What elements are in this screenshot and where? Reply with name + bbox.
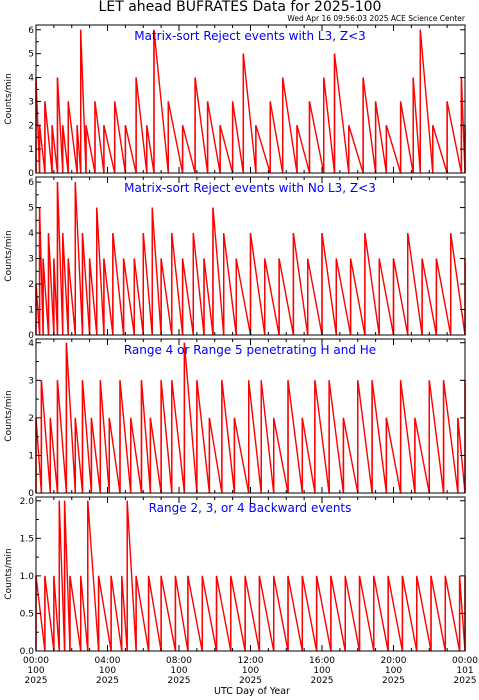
x-tick-doy: 100 bbox=[99, 666, 116, 676]
x-tick-time: 00:00 bbox=[23, 656, 49, 666]
x-tick-doy: 101 bbox=[456, 666, 473, 676]
y-axis-label: Counts/min bbox=[4, 73, 14, 124]
x-tick-time: 12:00 bbox=[238, 656, 264, 666]
x-tick-year: 2025 bbox=[382, 676, 405, 686]
timestamp: Wed Apr 16 09:56:03 2025 ACE Science Cen… bbox=[287, 14, 466, 23]
figure-title: LET ahead BUFRATES Data for 2025-100 bbox=[99, 0, 382, 15]
panel-3: 0 1 2 3 4 Counts/min Range 4 or Range 5 penetr… bbox=[4, 338, 466, 499]
y-tick-label: 1 bbox=[28, 306, 34, 316]
series-line-1 bbox=[35, 29, 466, 174]
y-tick-label: 4 bbox=[28, 74, 34, 84]
y-tick-label: 6 bbox=[28, 26, 34, 36]
y-tick-label: 3 bbox=[28, 255, 34, 265]
y-tick-label: 4 bbox=[28, 339, 34, 349]
y-tick-label: 4 bbox=[28, 229, 34, 239]
x-tick-year: 2025 bbox=[168, 676, 191, 686]
x-tick-time: 08:00 bbox=[166, 656, 192, 666]
x-tick-doy: 100 bbox=[170, 666, 187, 676]
panel-title: Range 2, 3, or 4 Backward events bbox=[149, 501, 352, 515]
y-axis-label: Counts/min bbox=[4, 230, 14, 281]
y-tick-label: 1 bbox=[28, 451, 34, 461]
y-axis-label: Counts/min bbox=[4, 390, 14, 441]
y-tick-label: 3 bbox=[28, 97, 34, 107]
y-tick-label: 1.5 bbox=[20, 534, 34, 544]
y-tick-label: 0 bbox=[28, 331, 34, 341]
y-tick-label: 2.0 bbox=[20, 497, 35, 507]
x-tick-doy: 100 bbox=[242, 666, 259, 676]
panel-frame bbox=[35, 496, 466, 652]
series-line-2 bbox=[35, 182, 466, 336]
y-axis-label: Counts/min bbox=[4, 548, 14, 599]
y-tick-label: 0 bbox=[28, 489, 34, 499]
panel-4: 0.0 0.5 1.0 1.5 2.0 Counts/min Range 2, 3, or … bbox=[4, 496, 466, 657]
y-tick-label: 1 bbox=[28, 145, 34, 155]
x-tick-doy: 100 bbox=[27, 666, 44, 676]
y-tick-label: 0.0 bbox=[20, 647, 35, 657]
x-tick-year: 2025 bbox=[454, 676, 477, 686]
y-tick-label: 1.0 bbox=[20, 572, 35, 582]
x-tick-doy: 100 bbox=[313, 666, 330, 676]
y-tick-label: 0.5 bbox=[20, 609, 34, 619]
y-tick-label: 2 bbox=[28, 280, 34, 290]
x-tick-time: 16:00 bbox=[309, 656, 335, 666]
panel-2: 0 1 2 3 4 5 6 Counts/min Matrix-sort Reject even… bbox=[4, 176, 466, 341]
x-tick-doy: 100 bbox=[385, 666, 402, 676]
y-tick-label: 6 bbox=[28, 178, 34, 188]
panel-title: Matrix-sort Reject events with No L3, Z<… bbox=[124, 181, 376, 195]
panel-title: Range 4 or Range 5 penetrating H and He bbox=[124, 343, 376, 357]
y-tick-label: 0 bbox=[28, 169, 34, 179]
x-tick-time: 00:00 bbox=[452, 656, 478, 666]
panels: 0 1 2 3 4 5 6 Counts/min Matrix-sort Reject even… bbox=[4, 24, 466, 657]
y-tick-label: 5 bbox=[28, 204, 34, 214]
x-tick-year: 2025 bbox=[96, 676, 119, 686]
panel-1: 0 1 2 3 4 5 6 Counts/min Matrix-sort Reject even… bbox=[4, 24, 466, 179]
x-tick-time: 20:00 bbox=[381, 656, 407, 666]
y-tick-label: 3 bbox=[28, 376, 34, 386]
x-axis-label: UTC Day of Year bbox=[214, 686, 290, 697]
x-axis: 00:00100202504:00100202508:00100202512:0… bbox=[23, 656, 478, 686]
x-tick-time: 04:00 bbox=[95, 656, 121, 666]
y-tick-label: 2 bbox=[28, 121, 34, 131]
x-tick-year: 2025 bbox=[239, 676, 262, 686]
y-tick-label: 5 bbox=[28, 50, 34, 60]
x-tick-year: 2025 bbox=[311, 676, 334, 686]
y-tick-label: 2 bbox=[28, 414, 34, 424]
panel-title: Matrix-sort Reject events with L3, Z<3 bbox=[134, 29, 366, 43]
series-line-4 bbox=[35, 500, 466, 652]
x-tick-year: 2025 bbox=[25, 676, 48, 686]
